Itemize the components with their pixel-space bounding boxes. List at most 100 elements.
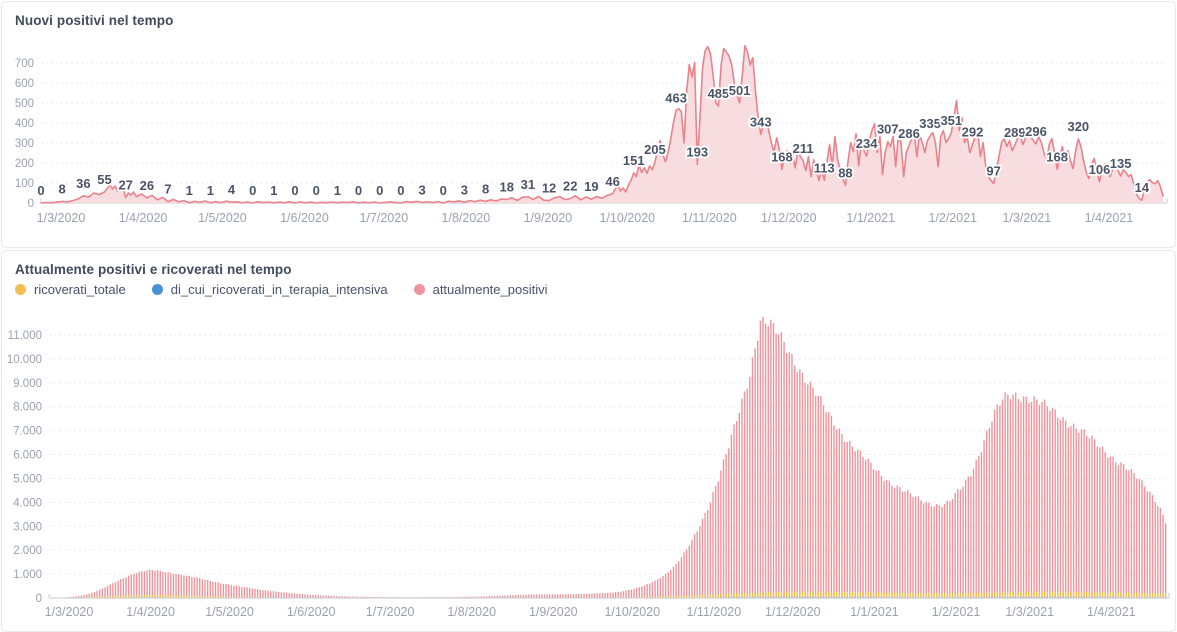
legend-label: ricoverati_totale xyxy=(34,282,126,297)
data-label: 1 xyxy=(270,183,277,198)
svg-text:1/1/2021: 1/1/2021 xyxy=(850,605,899,619)
data-label: 26 xyxy=(140,178,154,193)
svg-text:100: 100 xyxy=(15,178,34,190)
svg-text:3.000: 3.000 xyxy=(13,521,42,533)
data-label: 135 xyxy=(1110,156,1132,171)
svg-text:1/11/2020: 1/11/2020 xyxy=(687,605,742,619)
data-label: 19 xyxy=(584,179,598,194)
data-label: 0 xyxy=(291,183,298,198)
legend-item-attualmente-positivi[interactable]: attualmente_positivi xyxy=(413,282,548,297)
svg-text:8.000: 8.000 xyxy=(13,402,42,414)
svg-text:5.000: 5.000 xyxy=(13,473,42,485)
svg-text:4.000: 4.000 xyxy=(13,497,42,509)
bars-attualmente_positivi[interactable] xyxy=(62,316,1167,598)
legend-item-ricoverati-totale[interactable]: ricoverati_totale xyxy=(15,282,126,297)
svg-text:1/8/2020: 1/8/2020 xyxy=(447,605,496,619)
data-label: 234 xyxy=(856,136,878,151)
data-label: 0 xyxy=(376,183,383,198)
legend-dot-yellow-icon xyxy=(15,284,26,295)
legend-label: di_cui_ricoverati_in_terapia_intensiva xyxy=(170,282,388,297)
svg-text:1/5/2020: 1/5/2020 xyxy=(205,605,254,619)
svg-text:1/2/2021: 1/2/2021 xyxy=(928,211,977,225)
bars-ricoverati_totale[interactable] xyxy=(67,591,1167,598)
svg-text:1/6/2020: 1/6/2020 xyxy=(280,211,329,225)
data-label: 31 xyxy=(521,177,535,192)
svg-text:1/9/2020: 1/9/2020 xyxy=(524,211,573,225)
attualmente-positivi-chart[interactable]: 0 1.000 2.000 3.000 4.000 5.000 6.000 7.000 8.00… xyxy=(2,251,1175,629)
data-label: 46 xyxy=(605,174,619,189)
legend-item-terapia-intensiva[interactable]: di_cui_ricoverati_in_terapia_intensiva xyxy=(151,282,388,297)
svg-text:1/7/2020: 1/7/2020 xyxy=(360,211,409,225)
data-label: 292 xyxy=(962,125,984,140)
legend-dot-red-icon xyxy=(413,284,425,295)
legend-label: attualmente_positivi xyxy=(432,282,548,297)
data-label: 113 xyxy=(814,160,835,175)
data-label: 0 xyxy=(440,183,447,198)
data-label: 168 xyxy=(1046,149,1068,164)
data-label: 36 xyxy=(76,176,90,191)
data-label: 343 xyxy=(750,114,772,129)
data-label: 4 xyxy=(228,182,236,197)
svg-text:1/1/2021: 1/1/2021 xyxy=(846,211,895,225)
bottom-axis-labels: 0 1.000 2.000 3.000 4.000 5.000 6.000 7.000 8.00… xyxy=(7,330,1136,619)
top-chart-title: Nuovi positivi nel tempo xyxy=(15,13,174,28)
data-label: 0 xyxy=(37,183,44,198)
data-label: 27 xyxy=(118,178,132,193)
svg-text:0: 0 xyxy=(28,198,34,210)
svg-text:1/4/2021: 1/4/2021 xyxy=(1085,211,1134,225)
svg-text:1/3/2021: 1/3/2021 xyxy=(1005,605,1054,619)
bottom-chart-title: Attualmente positivi e ricoverati nel te… xyxy=(15,262,292,277)
nuovi-positivi-line[interactable] xyxy=(40,45,1164,204)
top-data-labels: 0 8 36 55 27 26 7 1 1 4 0 1 0 0 1 0 0 0 3 0 3 8 18 31 12 22 19 4615… xyxy=(36,81,1152,200)
svg-text:1/11/2020: 1/11/2020 xyxy=(682,211,737,225)
svg-text:6.000: 6.000 xyxy=(13,450,42,462)
data-label: 1 xyxy=(207,183,214,198)
legend-dot-blue-icon xyxy=(151,284,163,295)
data-label: 14 xyxy=(1135,180,1150,195)
svg-text:1/3/2020: 1/3/2020 xyxy=(45,605,94,619)
svg-text:1/3/2021: 1/3/2021 xyxy=(1003,211,1052,225)
data-label: 211 xyxy=(793,141,814,156)
svg-text:1/8/2020: 1/8/2020 xyxy=(442,211,491,225)
card-attualmente-positivi: Attualmente positivi e ricoverati nel te… xyxy=(1,250,1176,632)
data-label: 3 xyxy=(418,182,425,197)
data-label: 0 xyxy=(397,183,404,198)
data-label: 193 xyxy=(686,144,708,159)
svg-text:200: 200 xyxy=(15,158,34,170)
data-label: 205 xyxy=(644,142,666,157)
data-label: 289 xyxy=(1004,125,1026,140)
svg-text:9.000: 9.000 xyxy=(13,378,42,390)
svg-text:400: 400 xyxy=(15,118,34,130)
data-label: 1 xyxy=(334,183,341,198)
data-label: 97 xyxy=(986,164,1000,179)
data-label: 320 xyxy=(1067,119,1089,134)
svg-text:1/5/2020: 1/5/2020 xyxy=(198,211,247,225)
svg-text:0: 0 xyxy=(36,593,42,605)
data-label: 8 xyxy=(482,181,489,196)
svg-text:1/2/2021: 1/2/2021 xyxy=(932,605,981,619)
data-label: 463 xyxy=(665,90,687,105)
svg-text:1/12/2020: 1/12/2020 xyxy=(761,211,817,225)
svg-text:600: 600 xyxy=(15,78,34,90)
svg-text:700: 700 xyxy=(15,58,34,70)
svg-text:1/4/2020: 1/4/2020 xyxy=(119,211,168,225)
svg-text:2.000: 2.000 xyxy=(13,545,42,557)
data-label: 296 xyxy=(1025,124,1047,139)
data-label: 7 xyxy=(164,182,171,197)
data-label: 88 xyxy=(838,165,852,180)
svg-text:1/9/2020: 1/9/2020 xyxy=(529,605,578,619)
svg-text:500: 500 xyxy=(15,98,34,110)
data-label: 485 xyxy=(708,86,730,101)
data-label: 55 xyxy=(97,172,111,187)
data-label: 106 xyxy=(1089,162,1111,177)
svg-text:1/10/2020: 1/10/2020 xyxy=(604,605,660,619)
svg-text:1/4/2020: 1/4/2020 xyxy=(126,605,175,619)
data-label: 1 xyxy=(186,183,193,198)
svg-text:1.000: 1.000 xyxy=(13,569,42,581)
svg-text:1/6/2020: 1/6/2020 xyxy=(287,605,336,619)
svg-text:11.000: 11.000 xyxy=(8,330,42,342)
legend: ricoverati_totale di_cui_ricoverati_in_t… xyxy=(15,282,548,297)
svg-text:1/4/2021: 1/4/2021 xyxy=(1087,605,1136,619)
